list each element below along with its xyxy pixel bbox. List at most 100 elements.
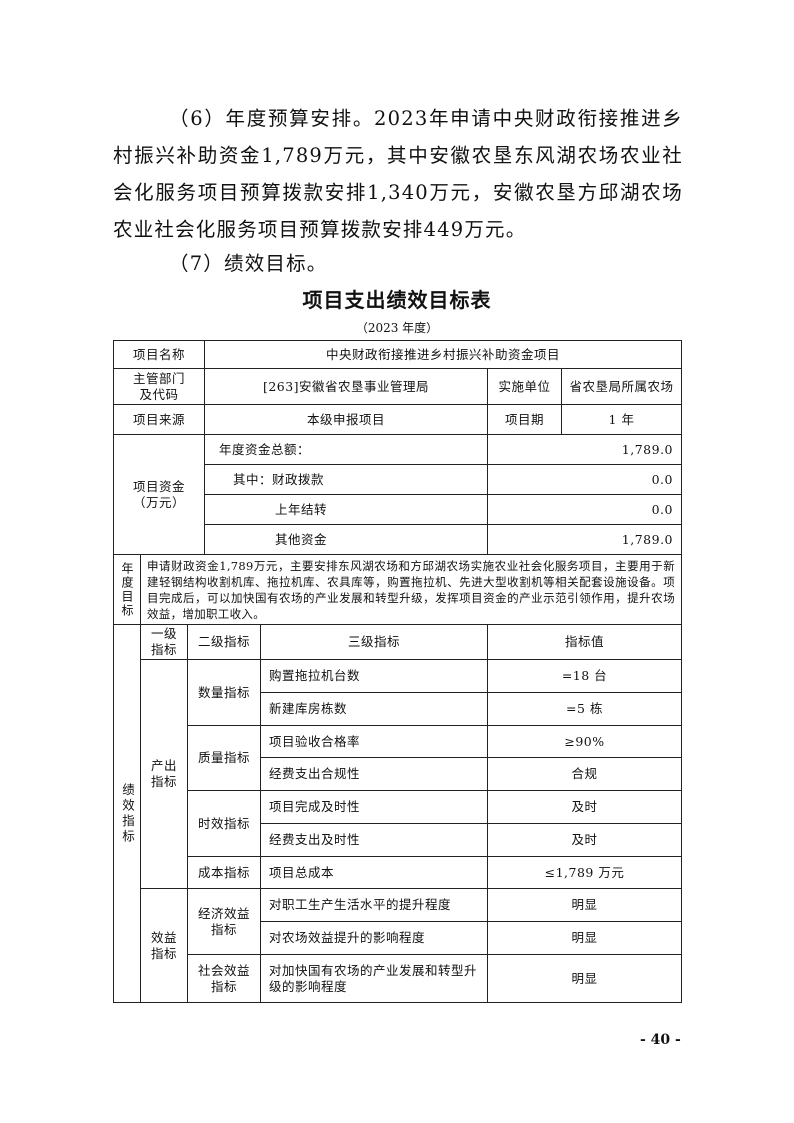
indicators-label: 绩效指标 <box>113 624 141 1003</box>
period-value: 1 年 <box>561 404 682 435</box>
indicators-label-text: 绩效指标 <box>120 782 135 845</box>
impl-unit-label: 实施单位 <box>487 368 562 405</box>
funds-label-text: 项目资金（万元） <box>132 478 185 510</box>
funds-row-label: 其中：财政拨款 <box>204 464 488 495</box>
dept-value: [263]安徽省农垦事业管理局 <box>204 368 488 405</box>
level3-indicator: 对加快国有农场的产业发展和转型升级的影响程度 <box>260 954 488 1003</box>
indicator-value: 及时 <box>487 823 682 857</box>
level2-indicator-text: 经济效益指标 <box>197 905 250 937</box>
dept-value-text: [263]安徽省农垦事业管理局 <box>262 378 430 394</box>
level3-indicator-text: 对加快国有农场的产业发展和转型升级的影响程度 <box>269 962 478 994</box>
funds-label: 项目资金（万元） <box>113 434 205 555</box>
indicator-value: ≤1,789 万元 <box>487 856 682 889</box>
project-name-label-text: 项目名称 <box>132 346 185 362</box>
indicator-value-text: 合规 <box>571 766 598 781</box>
funds-row-value: 0.0 <box>487 464 682 495</box>
page-number: - 40 - <box>640 1032 681 1048</box>
indicator-value-text: 明显 <box>571 970 598 986</box>
indicator-value-text: =18 台 <box>561 668 608 683</box>
level3-indicator-text: 新建库房栋数 <box>269 701 348 716</box>
level3-indicator-text: 项目验收合格率 <box>269 733 361 749</box>
project-name-value-text: 中央财政衔接推进乡村振兴补助资金项目 <box>325 346 560 362</box>
level2-indicator: 质量指标 <box>187 725 261 791</box>
indicator-value: 及时 <box>487 790 682 824</box>
funds-row-value: 1,789.0 <box>487 434 682 465</box>
funds-row-value-text: 1,789.0 <box>621 441 673 457</box>
level3-indicator: 经费支出及时性 <box>260 823 488 857</box>
level1-output: 产出指标 <box>140 659 188 889</box>
annual-goal-label: 年度目标 <box>113 554 141 625</box>
funds-row-value-text: 0.0 <box>651 501 673 517</box>
header-level2: 二级指标 <box>187 624 261 660</box>
level3-indicator-text: 对农场效益提升的影响程度 <box>269 930 426 945</box>
funds-row-label: 其他资金 <box>204 524 488 555</box>
indicator-value-text: =5 栋 <box>566 701 603 716</box>
indicator-value: 合规 <box>487 757 682 791</box>
funds-row-value-text: 1,789.0 <box>621 531 673 547</box>
level1-output-text: 产出指标 <box>150 758 177 789</box>
goals-heading: （7）绩效目标。 <box>169 252 328 275</box>
header-value: 指标值 <box>487 624 682 660</box>
impl-unit-value: 省农垦局所属农场 <box>561 368 682 405</box>
header-level1-text: 一级指标 <box>150 626 177 657</box>
header-level1: 一级指标 <box>140 624 188 660</box>
funds-row-label: 年度资金总额： <box>204 434 488 465</box>
level3-indicator-text: 项目完成及时性 <box>269 799 361 814</box>
indicator-value: 明显 <box>487 954 682 1003</box>
level2-indicator-text: 成本指标 <box>197 864 250 880</box>
level3-indicator: 项目总成本 <box>260 856 488 889</box>
level3-indicator-text: 对职工生产生活水平的提升程度 <box>269 897 452 912</box>
table-title: 项目支出绩效目标表 <box>302 288 492 312</box>
header-level3-text: 三级指标 <box>347 634 400 649</box>
indicator-value-text: 明显 <box>571 930 598 945</box>
level3-indicator: 项目验收合格率 <box>260 725 488 758</box>
indicator-value-text: ≤1,789 万元 <box>544 864 625 880</box>
indicator-value-text: ≥90% <box>564 733 605 749</box>
level3-indicator: 新建库房栋数 <box>260 692 488 726</box>
level2-indicator: 社会效益指标 <box>187 954 261 1003</box>
project-name-label: 项目名称 <box>113 340 205 369</box>
level2-indicator: 经济效益指标 <box>187 888 261 955</box>
source-value: 本级申报项目 <box>204 404 488 435</box>
indicator-value: 明显 <box>487 888 682 922</box>
header-value-text: 指标值 <box>564 634 604 649</box>
source-value-text: 本级申报项目 <box>306 411 385 427</box>
funds-row-label-text: 其中：财政拨款 <box>233 471 325 487</box>
level3-indicator: 购置拖拉机台数 <box>260 659 488 693</box>
level3-indicator-text: 经费支出合规性 <box>269 766 361 781</box>
header-level3: 三级指标 <box>260 624 488 660</box>
funds-row-label: 上年结转 <box>204 494 488 525</box>
indicator-value: =18 台 <box>487 659 682 693</box>
funds-row-value: 0.0 <box>487 494 682 525</box>
period-value-text: 1 年 <box>608 411 635 427</box>
level3-indicator: 对农场效益提升的影响程度 <box>260 921 488 955</box>
dept-label-text: 主管部门及代码 <box>132 370 185 402</box>
level1-benefit: 效益指标 <box>140 888 188 1003</box>
header-level2-text: 二级指标 <box>197 634 250 649</box>
level3-indicator: 项目完成及时性 <box>260 790 488 824</box>
source-label-text: 项目来源 <box>132 411 185 427</box>
indicator-value-text: 及时 <box>571 799 598 814</box>
funds-row-value: 1,789.0 <box>487 524 682 555</box>
source-label: 项目来源 <box>113 404 205 435</box>
indicator-value: 明显 <box>487 921 682 955</box>
table-subtitle: （2023 年度） <box>355 321 439 335</box>
level3-indicator-text: 购置拖拉机台数 <box>269 668 361 683</box>
level2-indicator-text: 社会效益指标 <box>197 962 250 994</box>
funds-row-label-text: 其他资金 <box>275 531 328 547</box>
indicator-value: =5 栋 <box>487 692 682 726</box>
dept-label: 主管部门及代码 <box>113 368 205 405</box>
indicator-value-text: 明显 <box>571 897 598 912</box>
level2-indicator-text: 质量指标 <box>197 750 250 765</box>
period-label-text: 项目期 <box>504 411 544 427</box>
annual-goal-label-text: 年度目标 <box>120 561 134 618</box>
annual-goal-text-text: 申请财政资金1,789万元，主要安排东风湖农场和方邱湖农场实施农业社会化服务项目… <box>147 558 675 621</box>
project-name-value: 中央财政衔接推进乡村振兴补助资金项目 <box>204 340 682 369</box>
indicator-value-text: 及时 <box>571 832 598 847</box>
annual-goal-text: 申请财政资金1,789万元，主要安排东风湖农场和方邱湖农场实施农业社会化服务项目… <box>140 554 682 625</box>
funds-row-value-text: 0.0 <box>651 471 673 487</box>
level3-indicator: 对职工生产生活水平的提升程度 <box>260 888 488 922</box>
budget-paragraph: （6）年度预算安排。2023年申请中央财政衔接推进乡村振兴补助资金1,789万元… <box>113 107 683 241</box>
period-label: 项目期 <box>487 404 562 435</box>
level2-indicator: 数量指标 <box>187 659 261 726</box>
